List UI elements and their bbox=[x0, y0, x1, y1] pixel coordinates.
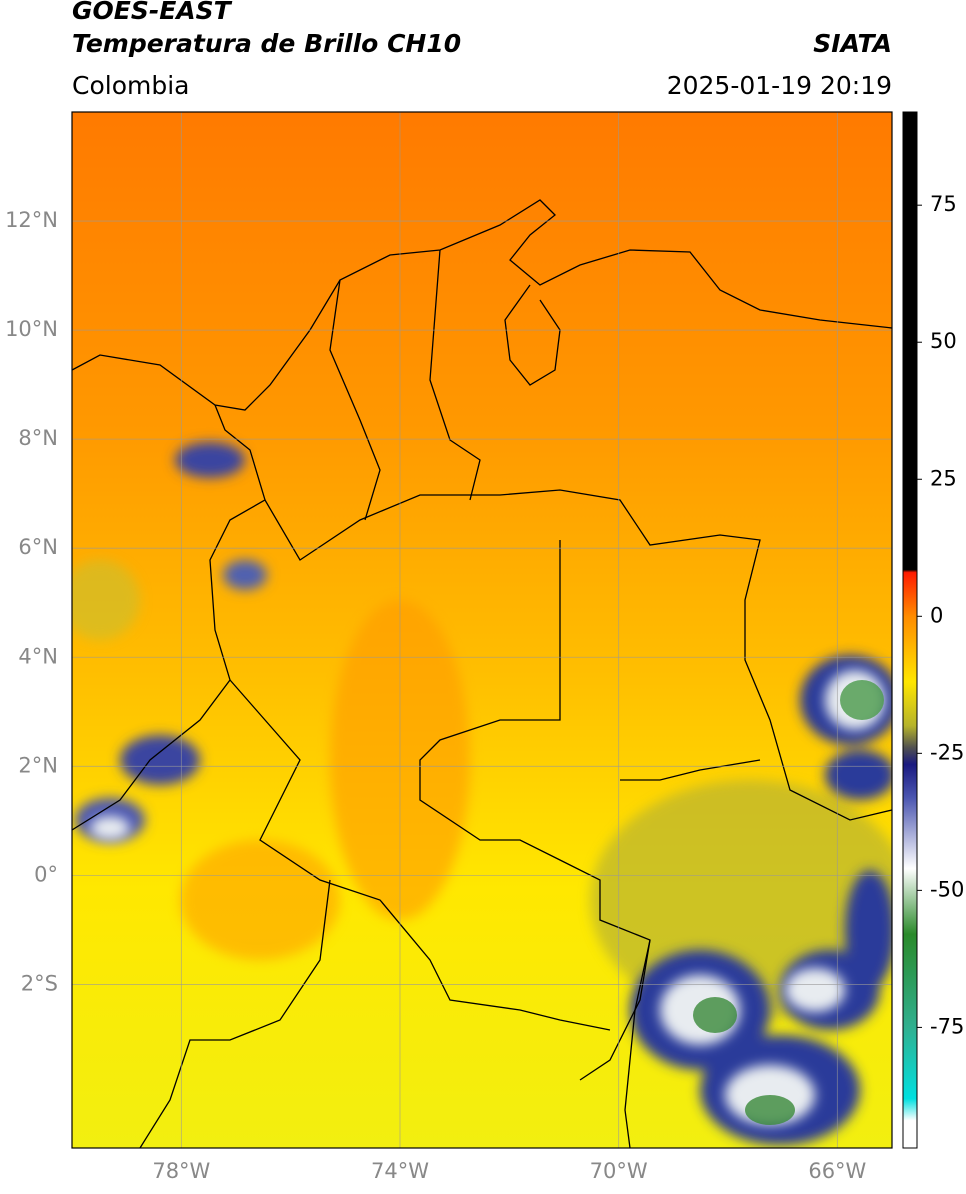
subtitle: Temperatura de Brillo CH10 bbox=[72, 29, 461, 58]
x-tick-label: 66°W bbox=[808, 1159, 866, 1183]
colorbar-tick-label: 75 bbox=[930, 192, 957, 216]
y-tick-label: 4°N bbox=[18, 644, 58, 668]
source: SIATA bbox=[813, 29, 892, 58]
x-tick-label: 70°W bbox=[590, 1159, 648, 1183]
colorbar-tick-label: -50 bbox=[930, 877, 964, 901]
y-tick-label: 8°N bbox=[18, 426, 58, 450]
y-tick-label: 2°N bbox=[18, 753, 58, 777]
datetime: 2025-01-19 20:19 bbox=[667, 71, 892, 100]
colorbar bbox=[902, 111, 918, 1149]
colorbar-tick-label: 25 bbox=[930, 466, 957, 490]
y-tick-label: 10°N bbox=[5, 317, 58, 341]
title: GOES-EAST bbox=[72, 0, 233, 25]
y-tick-label: 0° bbox=[34, 862, 58, 886]
colorbar-tick-label: 0 bbox=[930, 603, 943, 627]
y-tick-label: 12°N bbox=[5, 208, 58, 232]
map-image bbox=[72, 112, 892, 1148]
map-frame bbox=[71, 111, 893, 1149]
x-tick-label: 74°W bbox=[371, 1159, 429, 1183]
x-tick-label: 78°W bbox=[152, 1159, 210, 1183]
y-tick-label: 6°N bbox=[18, 535, 58, 559]
graticule bbox=[72, 112, 892, 1148]
colorbar-tick-label: 50 bbox=[930, 329, 957, 353]
colorbar-tick-label: -75 bbox=[930, 1014, 964, 1038]
region: Colombia bbox=[72, 71, 189, 100]
colorbar-tick-label: -25 bbox=[930, 740, 964, 764]
y-tick-label: 2°S bbox=[21, 971, 58, 995]
